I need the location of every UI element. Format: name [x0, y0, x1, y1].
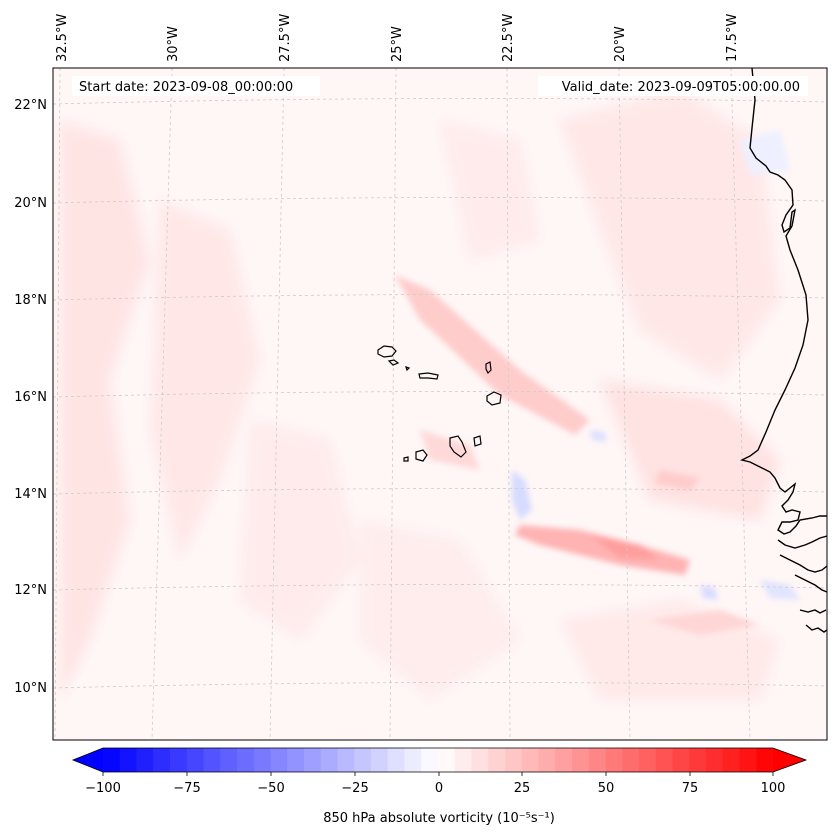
- colorbar-tick-label: −75: [173, 781, 200, 796]
- colorbar-extend-min: [73, 748, 103, 772]
- colorbar-cell: [706, 748, 724, 772]
- colorbar-cell: [170, 748, 188, 772]
- island-santiago: [449, 435, 467, 458]
- colorbar-cell: [588, 748, 606, 772]
- colorbar-tick-label: −100: [85, 781, 121, 796]
- colorbar-tick-label: −25: [341, 781, 368, 796]
- colorbar-cell: [471, 748, 489, 772]
- island-brava: [403, 456, 409, 462]
- lon-label: 22.5°W: [501, 14, 516, 62]
- island-maio: [473, 435, 482, 447]
- island-sao-vicente: [387, 359, 400, 366]
- colorbar-cell: [153, 748, 171, 772]
- valid-date-box: [538, 76, 808, 96]
- colorbar-cell: [253, 748, 271, 772]
- lon-label: 17.5°W: [725, 14, 740, 62]
- colorbar-tick-label: 50: [598, 781, 615, 796]
- lat-label: 20°N: [14, 196, 47, 211]
- graticule: [53, 68, 827, 740]
- lon-label: 27.5°W: [278, 14, 293, 62]
- african-coastline: [739, 68, 827, 633]
- lon-label: 30°W: [166, 26, 181, 62]
- colorbar-cell: [756, 748, 774, 772]
- colorbar-cell: [387, 748, 405, 772]
- colorbar-cell: [287, 748, 305, 772]
- colorbar-tick-label: 100: [761, 781, 786, 796]
- start-date-box: [72, 76, 320, 96]
- island-santa-luzia: [405, 366, 411, 372]
- start-date-label: Start date: 2023-09-08_00:00:00: [79, 80, 293, 95]
- map-frame: [52, 67, 828, 741]
- colorbar-cell: [605, 748, 623, 772]
- colorbar-cell: [337, 748, 355, 772]
- colorbar-tick-label: 0: [435, 781, 443, 796]
- colorbar-cell: [320, 748, 338, 772]
- lat-label: 18°N: [14, 293, 47, 308]
- colorbar-cell: [136, 748, 154, 772]
- colorbar: −100 −75 −50 −25 0 25 50 75 100 850 hPa …: [71, 747, 808, 826]
- colorbar-cell: [739, 748, 757, 772]
- colorbar-cell: [689, 748, 707, 772]
- colorbar-cell: [521, 748, 539, 772]
- colorbar-cell: [505, 748, 523, 772]
- lon-label: 32.5°W: [55, 14, 70, 62]
- colorbar-cell: [421, 748, 439, 772]
- colorbar-cell: [354, 748, 372, 772]
- colorbar-cell: [237, 748, 255, 772]
- latitude-labels: 22°N 20°N 18°N 16°N 14°N 12°N 10°N: [14, 98, 47, 696]
- colorbar-cell: [572, 748, 590, 772]
- colorbar-cell: [488, 748, 506, 772]
- colorbar-cell: [454, 748, 472, 772]
- colorbar-cell: [103, 748, 121, 772]
- colorbar-cell: [555, 748, 573, 772]
- colorbar-cell: [639, 748, 657, 772]
- longitude-labels: 32.5°W 30°W 27.5°W 25°W 22.5°W 20°W 17.5…: [55, 14, 740, 62]
- colorbar-cell: [371, 748, 389, 772]
- colorbar-tick-label: −50: [257, 781, 284, 796]
- colorbar-cell: [722, 748, 740, 772]
- lon-label: 25°W: [390, 26, 405, 62]
- lat-label: 22°N: [14, 98, 47, 113]
- lat-label: 16°N: [14, 390, 47, 405]
- colorbar-cell: [270, 748, 288, 772]
- valid-date-label: Valid_date: 2023-09-09T05:00:00.00: [562, 80, 800, 95]
- lat-label: 10°N: [14, 681, 47, 696]
- island-boa-vista: [486, 391, 502, 406]
- colorbar-cell: [438, 748, 456, 772]
- colorbar-cell: [186, 748, 204, 772]
- colorbar-tick-label: 75: [682, 781, 699, 796]
- lat-label: 14°N: [14, 487, 47, 502]
- colorbar-cell: [655, 748, 673, 772]
- colorbar-cell: [622, 748, 640, 772]
- colorbar-cell: [203, 748, 221, 772]
- vorticity-field-patches: [60, 90, 800, 700]
- lat-label: 12°N: [14, 583, 47, 598]
- map-panel: [53, 68, 827, 740]
- colorbar-cell: [404, 748, 422, 772]
- colorbar-title: 850 hPa absolute vorticity (10⁻⁵s⁻¹): [323, 811, 555, 826]
- colorbar-cell: [220, 748, 238, 772]
- cape-verde-islands: [377, 345, 502, 462]
- colorbar-cell: [672, 748, 690, 772]
- colorbar-tick-label: 25: [514, 781, 531, 796]
- island-sal: [485, 361, 492, 375]
- colorbar-extend-max: [773, 748, 806, 772]
- island-sao-nicolau: [418, 372, 439, 380]
- colorbar-cells: [73, 748, 806, 772]
- colorbar-cell: [538, 748, 556, 772]
- island-santo-antao: [377, 345, 397, 358]
- colorbar-ticks: [102, 772, 774, 776]
- colorbar-cell: [119, 748, 137, 772]
- island-fogo: [415, 449, 428, 462]
- colorbar-cell: [304, 748, 322, 772]
- lon-label: 20°W: [613, 26, 628, 62]
- colorbar-tick-labels: −100 −75 −50 −25 0 25 50 75 100: [85, 781, 785, 796]
